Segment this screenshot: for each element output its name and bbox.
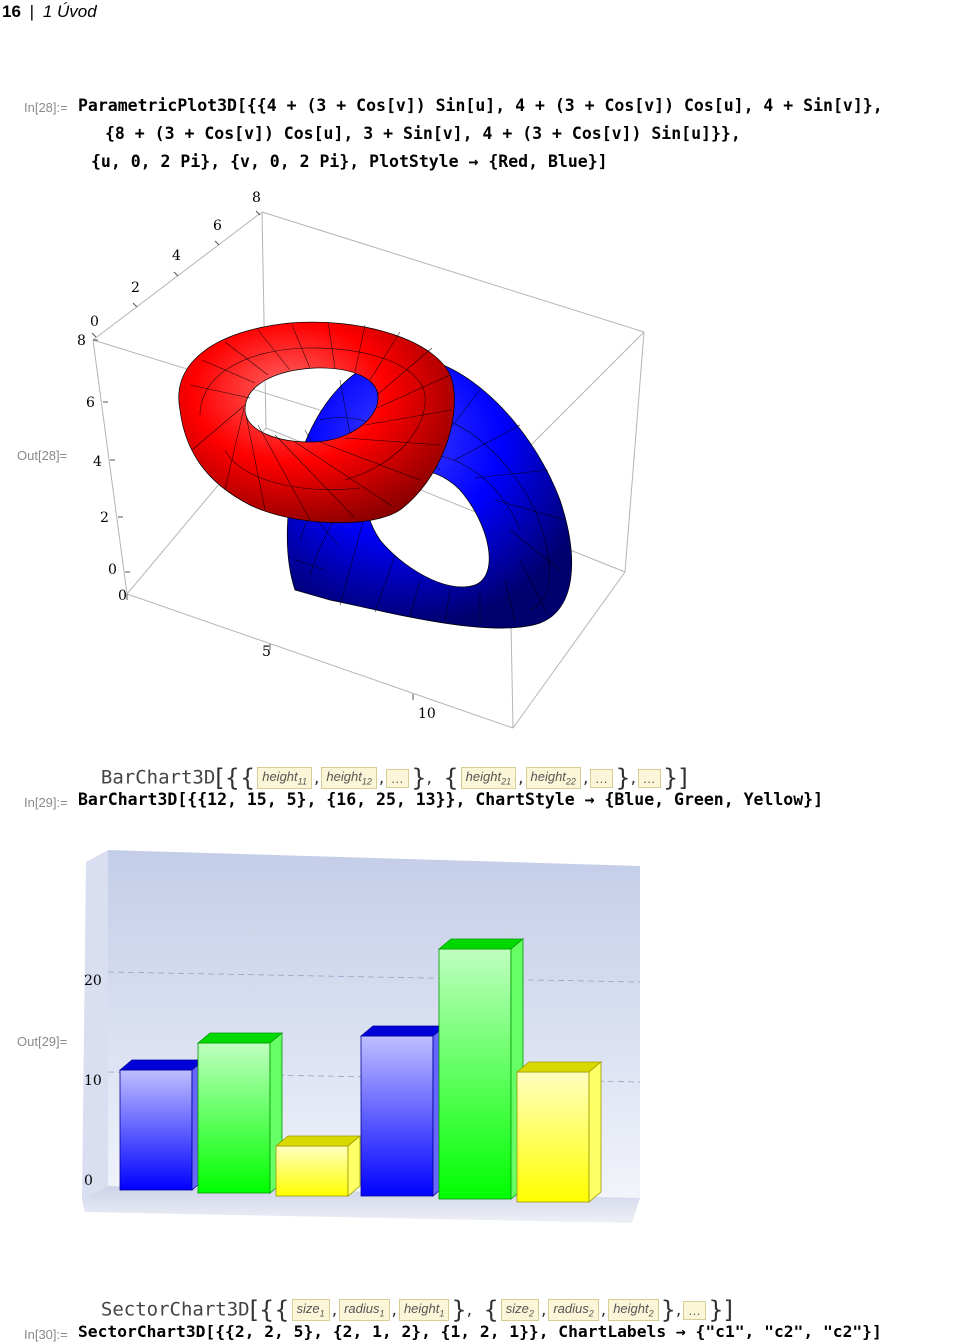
- axis-bottom-tick-label: 0: [118, 588, 127, 604]
- input-label-29: In[29]:=: [24, 795, 68, 810]
- input-cell-28-line1[interactable]: ParametricPlot3D[{{4 + (3 + Cos[v]) Sin[…: [78, 96, 883, 115]
- axis-top-tick-label: 8: [252, 190, 261, 206]
- placeholder-radius-2[interactable]: radius2: [548, 1299, 599, 1321]
- output-label-28: Out[28]=: [17, 448, 68, 463]
- placeholder-size-2[interactable]: size2: [500, 1299, 539, 1321]
- bar-top: [196, 1032, 284, 1044]
- bar-top: [359, 1025, 447, 1037]
- gridline: [107, 971, 641, 983]
- bar-front: [119, 1069, 193, 1191]
- chapter-title: 1 Úvod: [42, 2, 97, 21]
- axis-left-tick-label: 2: [100, 510, 109, 526]
- axis-bottom-tick-label: 5: [262, 644, 271, 660]
- axis-left-tick-label: 6: [86, 395, 95, 411]
- y-tick-label: 10: [84, 1073, 102, 1089]
- placeholder-radius-1[interactable]: radius1: [339, 1299, 390, 1321]
- axis-left-tick-label: 4: [93, 454, 102, 470]
- sectorchart-template-name: SectorChart3D: [100, 1298, 250, 1321]
- input-cell-28-line3[interactable]: {u, 0, 2 Pi}, {v, 0, 2 Pi}, PlotStyle → …: [91, 152, 608, 171]
- input-cell-28-line2[interactable]: {8 + (3 + Cos[v]) Cos[u], 3 + Sin[v], 4 …: [105, 124, 741, 143]
- bar-top: [437, 938, 525, 950]
- input-cell-29[interactable]: BarChart3D[{{12, 15, 5}, {16, 25, 13}}, …: [78, 790, 824, 809]
- axis-top-tick-label: 0: [90, 314, 99, 330]
- bar: [437, 938, 525, 1200]
- barchart-template-name: BarChart3D: [100, 766, 216, 789]
- bar-top: [274, 1135, 362, 1147]
- bar-side: [347, 1135, 361, 1197]
- axis-top-tick-label: 4: [172, 248, 181, 264]
- bar-chart-3d[interactable]: 0 10 20: [0, 840, 960, 1240]
- bar-front: [360, 1035, 434, 1197]
- bar: [274, 1135, 362, 1197]
- header-separator: |: [29, 2, 35, 21]
- bar-top: [515, 1061, 603, 1073]
- bar-front: [275, 1145, 349, 1197]
- axis-left-tick-label: 8: [77, 333, 86, 349]
- sectorchart-template[interactable]: SectorChart3D[{{size1, radius1, height1}, …: [100, 1296, 733, 1324]
- bar-top: [118, 1059, 206, 1071]
- axis-bottom-tick-label: 10: [418, 706, 436, 722]
- placeholder-ellipsis[interactable]: …: [386, 768, 410, 788]
- bar: [515, 1061, 603, 1203]
- y-tick-label: 20: [84, 973, 102, 989]
- placeholder-height-1[interactable]: height1: [398, 1299, 450, 1321]
- placeholder-ellipsis[interactable]: …: [590, 768, 614, 788]
- input-label-28: In[28]:=: [24, 100, 68, 115]
- bar-side: [588, 1061, 602, 1203]
- y-tick-label: 0: [84, 1173, 93, 1189]
- bar-front: [516, 1071, 590, 1203]
- axis-top-tick-label: 6: [213, 218, 222, 234]
- placeholder-height-12[interactable]: height12: [321, 767, 377, 789]
- placeholder-height-21[interactable]: height21: [460, 767, 517, 789]
- bar: [359, 1025, 447, 1197]
- placeholder-height-22[interactable]: height22: [525, 767, 581, 789]
- barchart-template[interactable]: BarChart3D[{{height11, height12,…}, {heig…: [100, 764, 688, 792]
- input-cell-30[interactable]: SectorChart3D[{{2, 2, 5}, {2, 1, 2}, {1,…: [78, 1322, 882, 1341]
- axis-top-tick-label: 2: [131, 280, 140, 296]
- page-header: 16 | 1 Úvod: [2, 2, 97, 22]
- input-label-30: In[30]:=: [24, 1327, 68, 1342]
- axis-left-tick-label: 0: [108, 562, 117, 578]
- bar-front: [197, 1042, 271, 1194]
- placeholder-height-2[interactable]: height2: [608, 1299, 659, 1321]
- bar: [118, 1059, 206, 1191]
- placeholder-height-11[interactable]: height11: [257, 767, 312, 789]
- placeholder-ellipsis[interactable]: …: [683, 1300, 707, 1320]
- red-torus: [178, 321, 455, 524]
- page-number: 16: [2, 2, 21, 21]
- axis-ticks: [91, 210, 414, 700]
- bar: [196, 1032, 284, 1194]
- placeholder-ellipsis[interactable]: …: [638, 768, 662, 788]
- output-label-29: Out[29]=: [17, 1034, 68, 1049]
- chart-side-wall: [82, 850, 108, 1200]
- placeholder-size-1[interactable]: size1: [291, 1299, 330, 1321]
- bar-front: [438, 948, 512, 1200]
